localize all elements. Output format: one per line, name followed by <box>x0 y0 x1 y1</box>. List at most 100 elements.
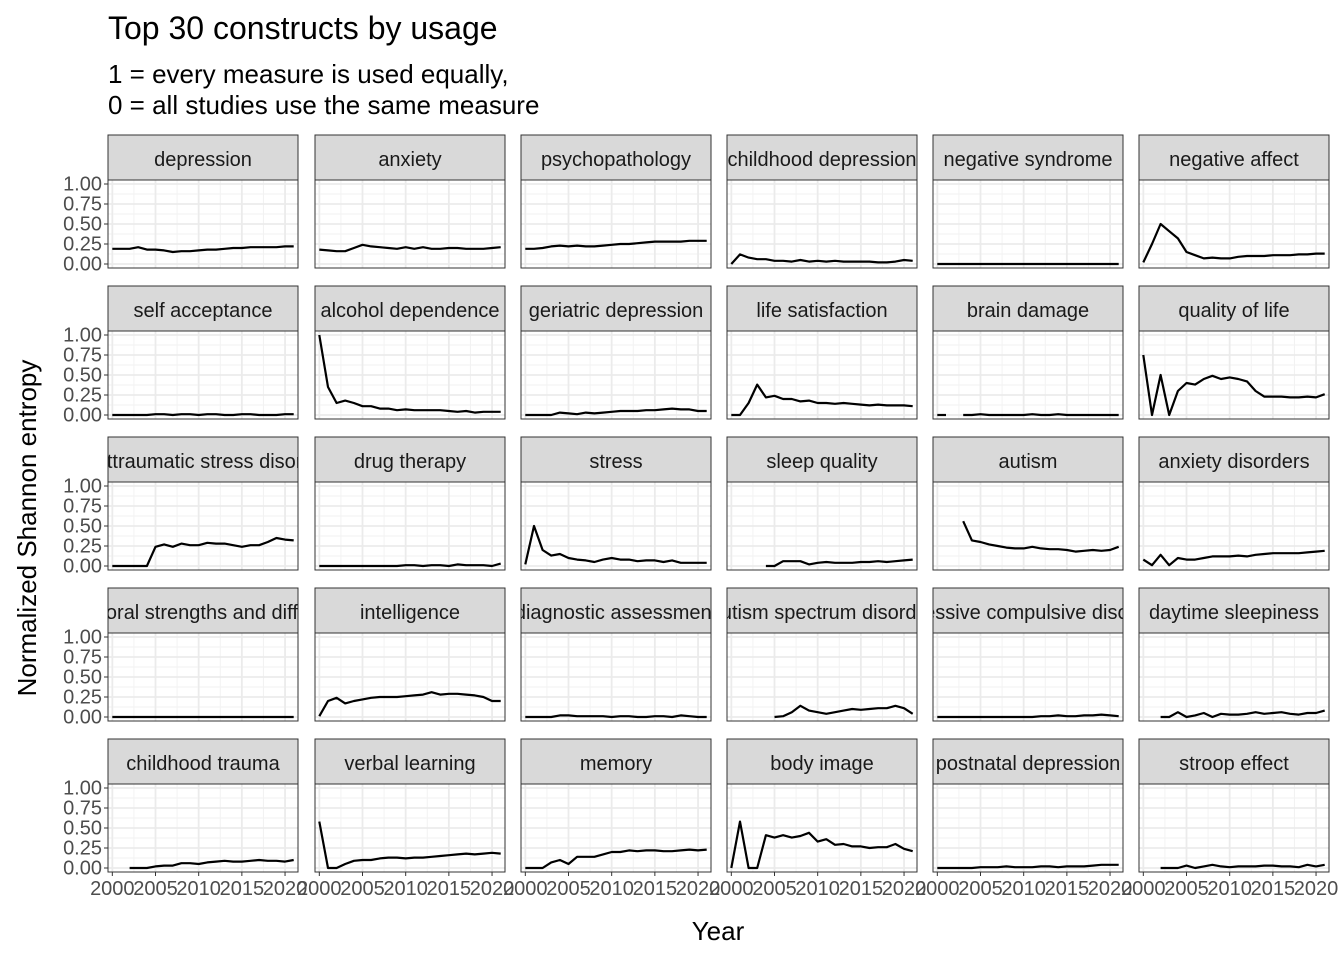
panel-border <box>520 783 712 873</box>
series-line <box>525 848 707 870</box>
x-tick-label: 2020 <box>882 878 927 900</box>
facet-strip-label: depression <box>154 149 252 171</box>
x-tick-label: 2010 <box>795 878 840 900</box>
series-line <box>319 243 501 253</box>
facet-strip <box>314 134 506 181</box>
facet-strip <box>726 134 918 181</box>
series-line <box>1142 549 1325 567</box>
x-tick-label: 2015 <box>220 878 265 900</box>
facet-strip <box>726 436 918 483</box>
panel-border <box>520 179 712 269</box>
x-tick-label: 2005 <box>546 878 591 900</box>
series-line <box>765 558 913 568</box>
panel-border <box>932 179 1124 269</box>
x-tick-label: 2010 <box>1207 878 1252 900</box>
facet-panel: depression 0.000.250.500.751.00 <box>63 134 299 276</box>
facet-strip <box>932 738 1124 785</box>
facet-panel: childhood depression <box>726 134 918 269</box>
facet-panel: childhood trauma 0.000.250.500.751.00 2000… <box>63 738 308 900</box>
y-tick-label: 1.00 <box>63 476 102 498</box>
x-tick-label: 2020 <box>1088 878 1133 900</box>
facet-strip-label: self acceptance <box>134 300 273 322</box>
y-tick-label: 0.75 <box>63 798 102 820</box>
panel-border <box>932 783 1124 873</box>
y-tick-label: 1.00 <box>63 174 102 196</box>
facet-panel: autism spectrum disorder <box>726 587 918 722</box>
facet-strip <box>314 738 506 785</box>
facet-strip <box>314 587 506 634</box>
y-tick-label: 1.00 <box>63 627 102 649</box>
series-line <box>319 562 501 568</box>
series-line <box>525 239 707 250</box>
facet-strip-label: intelligence <box>360 602 460 624</box>
x-tick-label: 2015 <box>427 878 472 900</box>
facet-strip-label: obsessive compulsive disorder <box>892 602 1165 624</box>
x-tick-label: 2010 <box>383 878 428 900</box>
panel-border <box>726 783 918 873</box>
y-tick-label: 0.00 <box>63 556 102 578</box>
facet-panel: anxiety disorders <box>1138 436 1330 571</box>
series-line <box>525 714 707 719</box>
facet-strip <box>520 134 712 181</box>
series-line <box>937 713 1119 719</box>
facet-panel: intelligence <box>314 587 506 722</box>
series-line <box>112 536 294 568</box>
facet-strip-label: life satisfaction <box>756 300 887 322</box>
y-tick-label: 1.00 <box>63 325 102 347</box>
x-tick-label: 2015 <box>633 878 678 900</box>
series-line <box>730 820 913 870</box>
facet-panel: life satisfaction <box>726 285 918 420</box>
facet-strip-label: stress <box>589 451 642 473</box>
facet-strip-label: alcohol dependence <box>320 300 499 322</box>
facet-strip-label: behavioral strengths and difficulties <box>47 602 359 624</box>
facet-strip <box>726 285 918 332</box>
series-line <box>730 253 913 265</box>
facet-panel: obsessive compulsive disorder <box>892 587 1165 722</box>
facet-strip-label: childhood depression <box>727 149 916 171</box>
y-tick-label: 0.00 <box>63 858 102 880</box>
y-tick-label: 0.50 <box>63 818 102 840</box>
panel-border <box>314 330 506 420</box>
y-tick-label: 0.50 <box>63 667 102 689</box>
x-tick-label: 2020 <box>470 878 515 900</box>
panel-border <box>314 179 506 269</box>
y-tick-label: 1.00 <box>63 778 102 800</box>
x-tick-label: 2020 <box>676 878 721 900</box>
series-line <box>937 863 1119 870</box>
x-tick-label: 2020 <box>263 878 308 900</box>
panel-border <box>932 481 1124 571</box>
facet-strip <box>107 587 299 634</box>
series-line <box>129 858 294 870</box>
facet-strip-label: quality of life <box>1178 300 1289 322</box>
panel-border <box>314 632 506 722</box>
facet-strip-label: daytime sleepiness <box>1149 602 1319 624</box>
series-line <box>318 334 501 414</box>
series-line <box>112 413 294 417</box>
y-tick-label: 0.50 <box>63 365 102 387</box>
facet-strip <box>314 436 506 483</box>
x-axis-label: Year <box>692 916 745 946</box>
series-line <box>1160 709 1325 719</box>
x-tick-label: 2010 <box>589 878 634 900</box>
x-tick-label: 2005 <box>340 878 385 900</box>
facet-panel: drug therapy <box>314 436 506 571</box>
x-tick-label: 2010 <box>1001 878 1046 900</box>
series-line <box>1142 354 1326 417</box>
series-line <box>731 383 913 417</box>
facet-strip <box>726 738 918 785</box>
facet-strip-label: posttraumatic stress disorder <box>75 451 332 473</box>
panel-border <box>1138 179 1330 269</box>
facet-strip <box>1138 738 1330 785</box>
chart-title: Top 30 constructs by usage <box>108 10 498 46</box>
facet-panel: geriatric depression <box>520 285 712 420</box>
series-line <box>963 413 1119 417</box>
x-tick-label: 2000 <box>709 878 754 900</box>
facet-strip-label: postnatal depression <box>936 753 1121 775</box>
facet-strip-label: autism <box>999 451 1058 473</box>
y-tick-label: 0.25 <box>63 536 102 558</box>
facet-panel: alcohol dependence <box>314 285 506 420</box>
